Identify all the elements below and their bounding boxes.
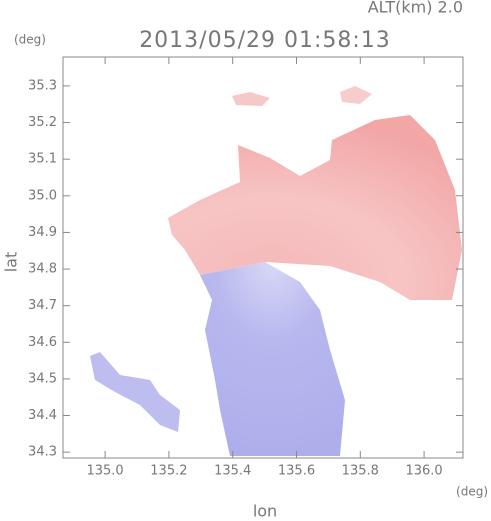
y-tick-label: 35.3 xyxy=(28,78,57,93)
x-axis-label: lon xyxy=(253,502,277,521)
receding-cell xyxy=(340,86,372,104)
altitude-label: ALT(km) 2.0 xyxy=(368,0,463,17)
y-tick-label: 34.7 xyxy=(28,298,57,313)
y-unit: (deg) xyxy=(14,33,46,47)
y-tick-label: 34.9 xyxy=(28,225,57,240)
receding-cell xyxy=(232,92,270,106)
x-tick-label: 135.8 xyxy=(342,464,379,479)
echo-field xyxy=(90,86,462,456)
y-tick-label: 34.5 xyxy=(28,371,57,386)
x-tick-label: 135.2 xyxy=(150,464,187,479)
approaching-cell xyxy=(90,352,180,432)
y-tick-label: 34.8 xyxy=(28,262,57,277)
x-unit: (deg) xyxy=(456,485,488,499)
x-tick-label: 136.0 xyxy=(405,464,442,479)
y-tick-label: 35.2 xyxy=(28,115,57,130)
y-tick-label: 35.1 xyxy=(28,152,57,167)
y-axis-label: lat xyxy=(2,252,21,273)
receding-region xyxy=(168,115,462,300)
plot-frame xyxy=(62,56,464,459)
x-tick-label: 135.4 xyxy=(214,464,251,479)
y-tick-label: 34.4 xyxy=(28,408,57,423)
chart-title: 2013/05/29 01:58:13 xyxy=(139,28,391,53)
x-tick-label: 135.6 xyxy=(278,464,315,479)
y-tick-label: 35.0 xyxy=(28,188,57,203)
y-tick-label: 34.6 xyxy=(28,335,57,350)
y-tick-label: 34.3 xyxy=(28,445,57,460)
x-tick-label: 135.0 xyxy=(86,464,123,479)
approaching-region xyxy=(200,262,345,456)
